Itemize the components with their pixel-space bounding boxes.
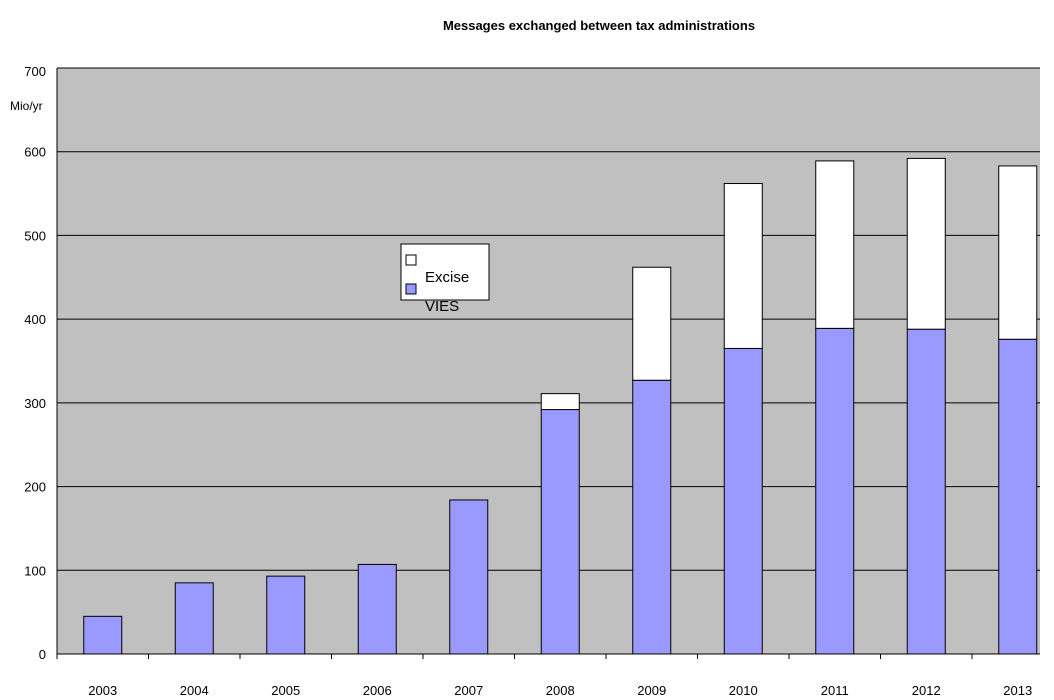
bar-vies-2004	[174, 582, 214, 655]
bar-excise-2011	[815, 160, 855, 329]
bar-vies-2009	[632, 379, 672, 655]
y-tick-label-0: 0	[39, 647, 46, 662]
bar-excise-2010	[723, 183, 763, 349]
x-tick-label-2010: 2010	[729, 683, 758, 698]
y-tick-label-500: 500	[24, 228, 46, 243]
y-tick-label-300: 300	[24, 396, 46, 411]
y-axis-unit-label: Mio/yr	[10, 99, 43, 113]
x-tick-label-2006: 2006	[363, 683, 392, 698]
bar-vies-2006	[357, 563, 397, 655]
y-tick-label-200: 200	[24, 480, 46, 495]
x-tick-label-2005: 2005	[271, 683, 300, 698]
y-tick-label-600: 600	[24, 145, 46, 160]
legend-label-excise: Excise	[425, 269, 469, 286]
y-tick-label-700: 700	[24, 64, 46, 79]
bar-excise-2008	[540, 393, 580, 411]
x-tick-label-2011: 2011	[821, 683, 849, 698]
axes: 0 100 200 300 400 500 600 700 2003 2004 2005 2006 20…	[24, 64, 1040, 698]
x-tick-label-2008: 2008	[546, 683, 575, 698]
bar-vies-2010	[723, 347, 763, 655]
legend-swatch-excise	[405, 254, 417, 266]
x-tick-label-2003: 2003	[88, 683, 117, 698]
bar-vies-2011	[815, 327, 855, 655]
chart-title: Messages exchanged between tax administr…	[443, 18, 755, 33]
legend-swatch-vies	[405, 283, 417, 295]
x-tick-label-2004: 2004	[180, 683, 209, 698]
bar-vies-2005	[266, 575, 306, 655]
y-tick-label-400: 400	[24, 312, 46, 327]
bar-excise-2013	[998, 165, 1038, 340]
bar-excise-2009	[632, 266, 672, 381]
bar-vies-2008	[540, 409, 580, 655]
x-tick-label-2012: 2012	[912, 683, 941, 698]
x-tick-label-2013: 2013	[1003, 683, 1032, 698]
bar-vies-2012	[906, 328, 946, 655]
y-tick-label-100: 100	[24, 563, 46, 578]
legend: Excise VIES	[400, 243, 490, 315]
bar-vies-2007	[449, 499, 489, 655]
bar-vies-2013	[998, 338, 1038, 655]
legend-label-vies: VIES	[425, 298, 459, 315]
bar-excise-2012	[906, 157, 946, 330]
x-tick-label-2009: 2009	[637, 683, 666, 698]
x-tick-label-2007: 2007	[454, 683, 483, 698]
bar-vies-2003	[83, 615, 123, 655]
